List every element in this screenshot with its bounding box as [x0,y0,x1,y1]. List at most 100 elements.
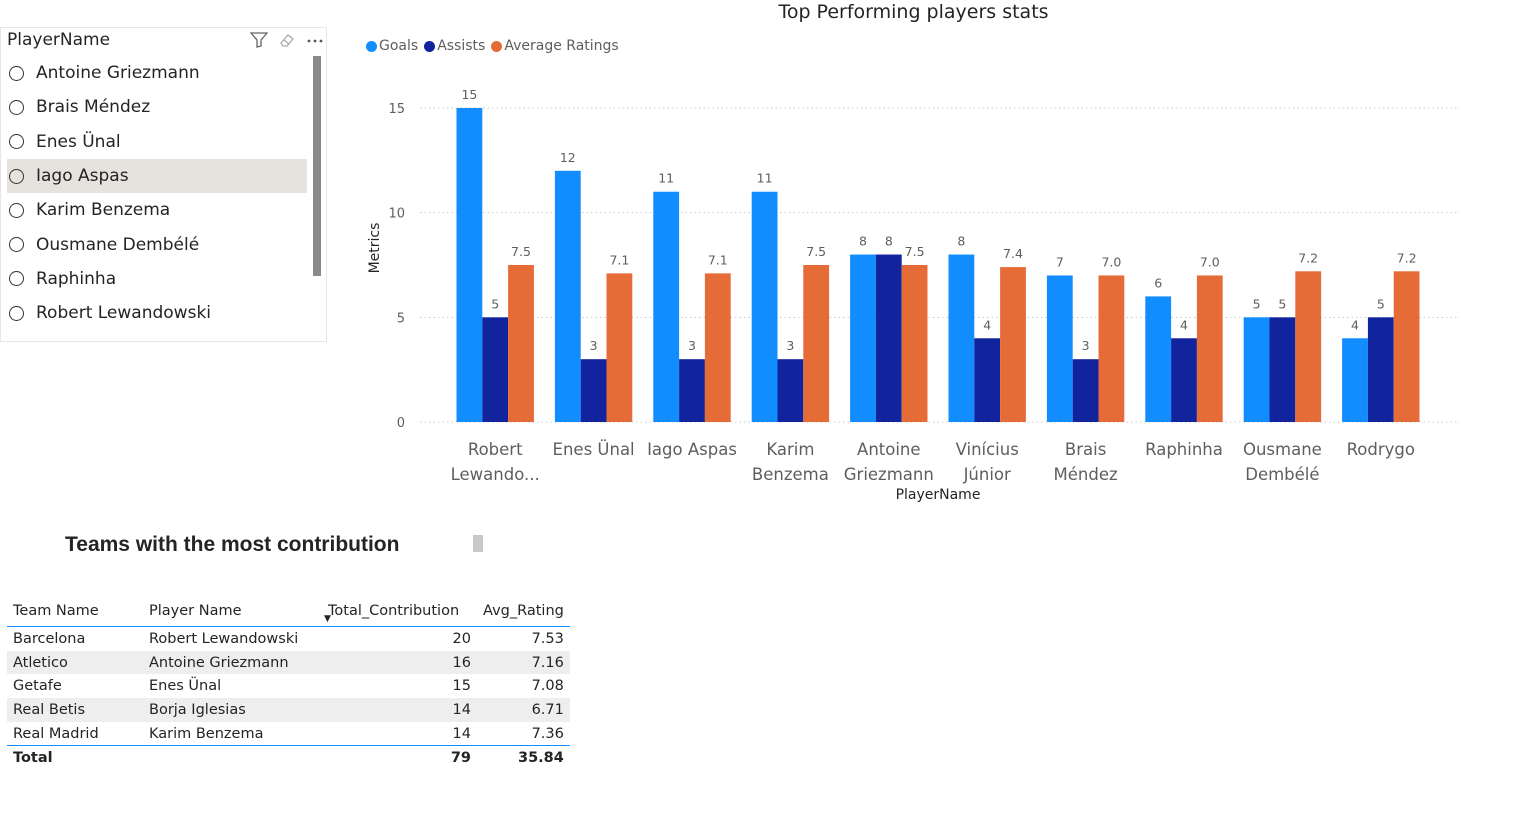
bar-goals[interactable] [456,108,483,422]
bar-goals[interactable] [751,191,778,422]
bar-average-ratings[interactable] [606,273,633,422]
slicer-item[interactable]: Karim Benzema [7,193,307,227]
slicer-item[interactable]: Robert Lewandowski [7,296,307,330]
table-row[interactable]: Barcelona Robert Lewandowski 20 7.53 [7,627,570,651]
radio-button-icon[interactable] [9,65,24,81]
slicer-item-label: Antoine Griezmann [36,63,200,84]
bar-assists[interactable] [875,254,902,422]
x-tick-label: Brais [1065,440,1106,459]
column-header-total-contribution[interactable]: Total_Contribution ▼ [322,596,477,627]
slicer-scrollbar[interactable] [313,56,321,276]
x-tick-label: Dembélé [1245,465,1319,484]
slicer-item[interactable]: Iago Aspas [7,158,307,194]
bar-assists[interactable] [679,359,705,422]
bar-assists[interactable] [974,338,1001,422]
x-tick-label: Robert [468,440,523,459]
data-label: 5 [491,296,499,311]
column-header-player-name[interactable]: Player Name [143,596,322,627]
data-label: 7.1 [708,252,728,267]
more-options-icon[interactable] [304,30,326,50]
bar-average-ratings[interactable] [1393,271,1420,422]
radio-button-icon[interactable] [9,168,24,184]
total-contribution-header-label: Total_Contribution [328,603,460,619]
legend-item[interactable]: Goals [366,38,418,54]
player-name-cell: Borja Iglesias [143,698,322,722]
bar-goals[interactable] [948,254,975,422]
bar-goals[interactable] [1342,338,1368,422]
y-tick-label: 5 [397,311,405,326]
slicer-item[interactable]: Antoine Griezmann [7,56,307,90]
legend-item[interactable]: Assists [424,38,485,54]
data-label: 12 [560,150,576,165]
slicer-item[interactable]: Raphinha [7,262,307,296]
bar-assists[interactable] [482,317,509,422]
table-row[interactable]: Real Madrid Karim Benzema 14 7.36 [7,722,570,746]
column-header-avg-rating[interactable]: Avg_Rating [477,596,570,627]
bar-assists[interactable] [580,359,607,422]
table-row[interactable]: Atletico Antoine Griezmann 16 7.16 [7,650,570,675]
legend-item[interactable]: Average Ratings [491,38,619,54]
legend-label: Average Ratings [504,38,619,54]
total-player-name-cell [143,745,322,771]
bar-goals[interactable] [554,170,581,422]
bar-assists[interactable] [1072,359,1099,422]
radio-button-icon[interactable] [9,99,24,115]
table-row[interactable]: Real Betis Borja Iglesias 14 6.71 [7,698,570,722]
player-name-cell: Robert Lewandowski [149,630,299,647]
table-scroll-handle[interactable] [473,535,483,552]
slicer-item-label: Ousmane Dembélé [36,234,200,255]
radio-button-icon[interactable] [9,237,24,253]
data-label: 8 [957,234,965,249]
bar-goals[interactable] [1046,275,1073,422]
bar-assists[interactable] [777,359,804,422]
bar-assists[interactable] [1171,338,1197,422]
data-label: 11 [658,171,674,186]
bar-goals[interactable] [1243,317,1270,422]
bar-goals[interactable] [653,191,680,422]
bar-average-ratings[interactable] [704,273,731,422]
filter-icon[interactable] [248,30,270,50]
total-total-contribution-cell: 79 [322,745,477,771]
slicer-item-label: Iago Aspas [36,166,129,187]
chart-legend: Goals Assists Average Ratings [366,38,619,54]
bar-average-ratings[interactable] [901,265,928,422]
y-axis-label: Metrics [367,223,383,274]
team-name-cell: Getafe [13,678,62,695]
bar-goals[interactable] [850,254,876,422]
slicer-item[interactable]: Brais Méndez [7,90,307,124]
x-tick-label: Iago Aspas [647,440,737,459]
radio-button-icon[interactable] [9,305,24,321]
bar-average-ratings[interactable] [803,265,830,422]
radio-button-icon[interactable] [9,134,24,150]
avg-rating-cell: 7.16 [477,650,570,675]
legend-dot-icon [366,40,377,52]
radio-button-icon[interactable] [9,202,24,218]
data-label: 7.0 [1101,254,1121,269]
player-name-cell: Karim Benzema [149,725,264,742]
data-label: 5 [1278,296,1286,311]
bar-average-ratings[interactable] [1196,275,1223,422]
slicer-item[interactable]: Enes Ünal [7,125,307,159]
table-row[interactable]: Getafe Enes Ünal 15 7.08 [7,674,570,698]
bar-assists[interactable] [1367,317,1394,422]
radio-button-icon[interactable] [9,271,24,287]
total-contribution-cell: 20 [452,630,471,647]
bar-goals[interactable] [1145,296,1172,422]
x-tick-label: Antoine [857,440,921,459]
bar-average-ratings[interactable] [1098,275,1125,422]
bar-assists[interactable] [1269,317,1296,422]
column-header-team-name[interactable]: Team Name [7,596,143,627]
x-tick-label: Raphinha [1145,440,1223,459]
slicer-toolbar [248,30,326,50]
bar-average-ratings[interactable] [508,265,534,422]
slicer-item[interactable]: Ousmane Dembélé [7,227,307,261]
data-label: 4 [1180,317,1188,332]
data-label: 7.0 [1200,254,1220,269]
slicer-item-label: Karim Benzema [36,200,171,221]
bar-average-ratings[interactable] [1295,271,1322,422]
team-name-cell: Atletico [7,650,143,675]
bar-average-ratings[interactable] [1000,267,1026,422]
total-contribution-cell: 16 [322,650,477,675]
data-label: 3 [1082,338,1090,353]
eraser-icon[interactable] [276,30,298,50]
